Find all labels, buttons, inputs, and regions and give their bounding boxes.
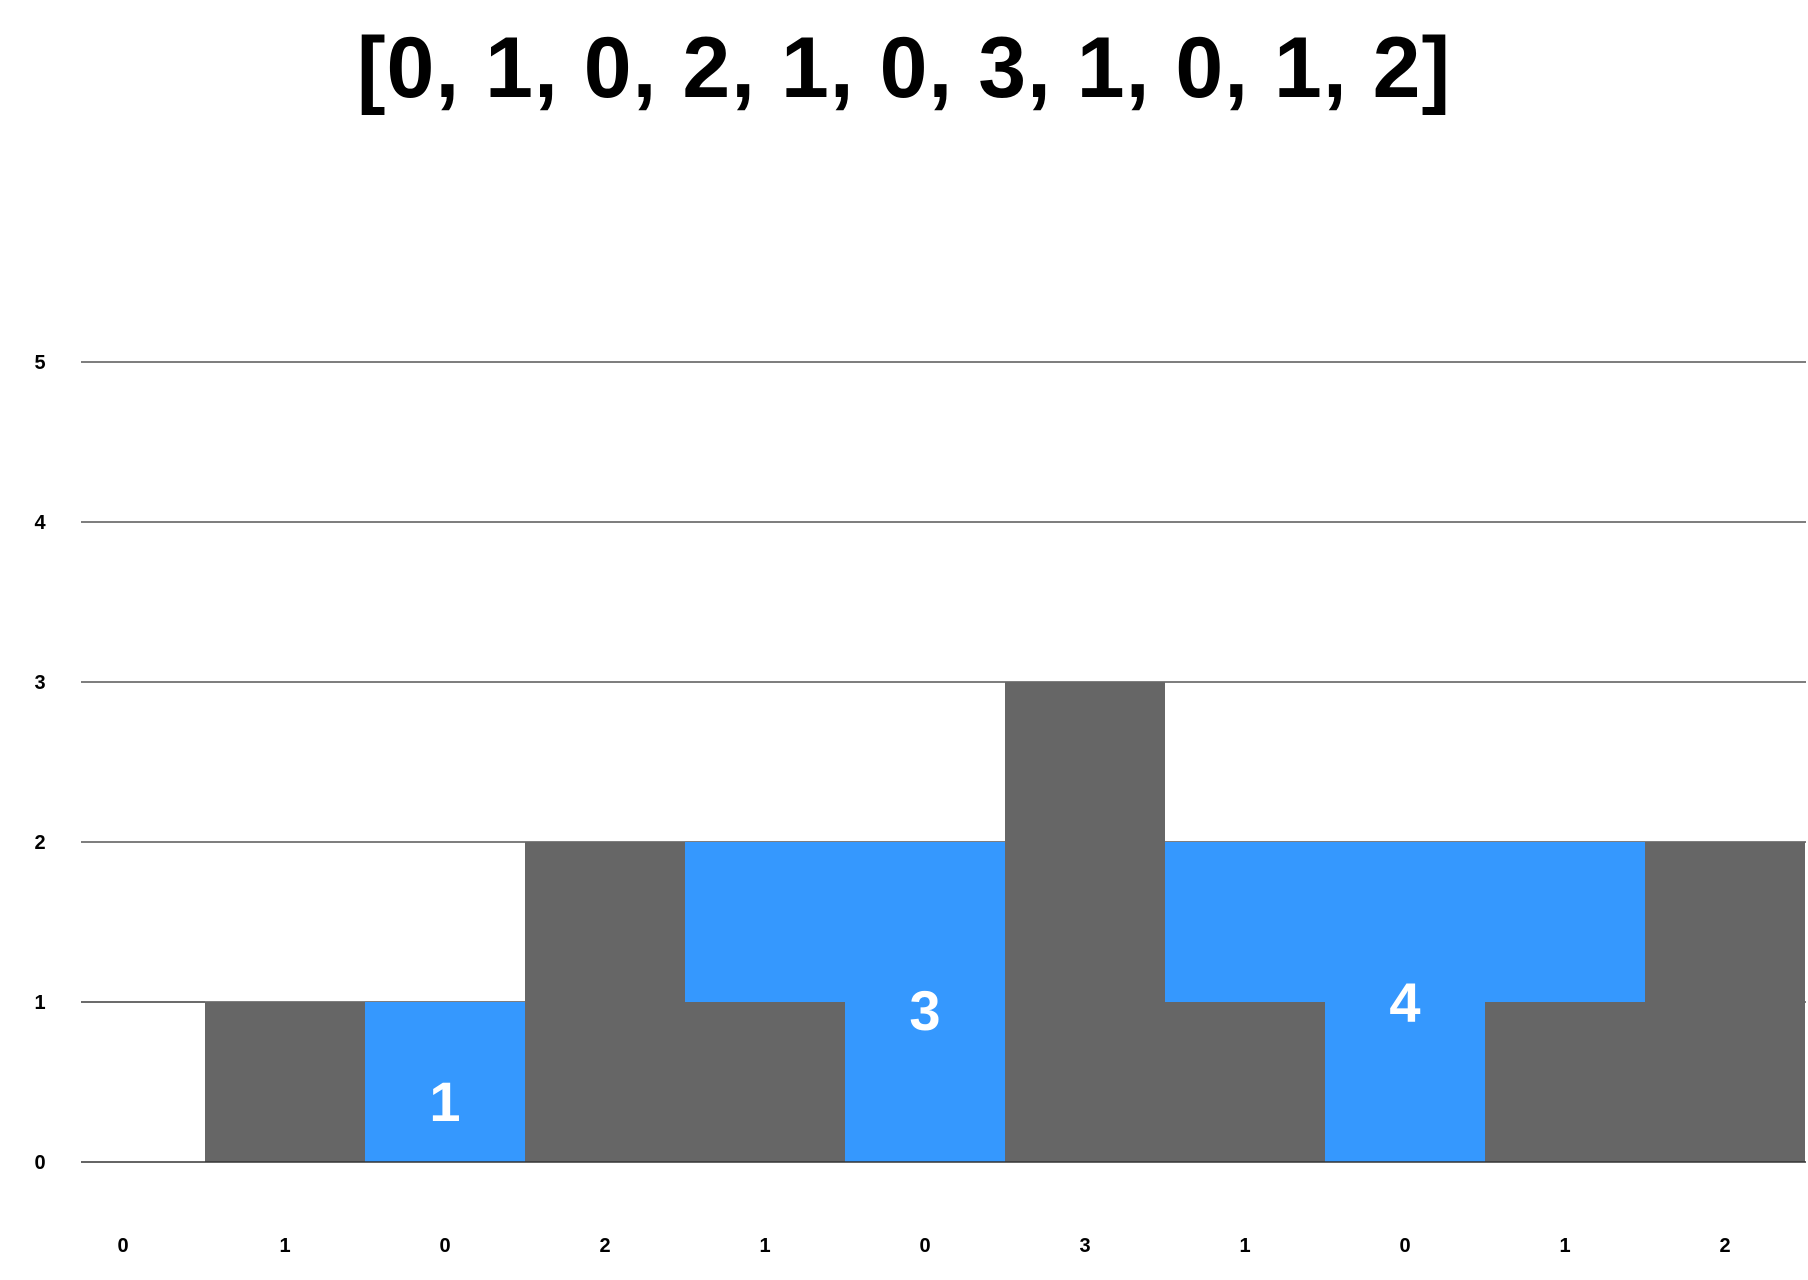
elevation-bar bbox=[1005, 682, 1165, 1162]
elevation-bar bbox=[1645, 842, 1805, 1162]
x-tick-label: 0 bbox=[439, 1235, 450, 1257]
elevation-bar bbox=[1485, 1002, 1645, 1162]
x-tick-label: 3 bbox=[1079, 1235, 1090, 1257]
x-tick-label: 0 bbox=[1399, 1235, 1410, 1257]
elevation-bar bbox=[205, 1002, 365, 1162]
y-tick-label: 5 bbox=[34, 352, 45, 374]
water-bar bbox=[685, 842, 845, 1002]
y-tick-label: 0 bbox=[34, 1152, 45, 1174]
elevation-bar bbox=[685, 1002, 845, 1162]
elevation-bar bbox=[525, 842, 685, 1162]
water-bar bbox=[845, 842, 1005, 1162]
x-tick-label: 2 bbox=[1719, 1235, 1730, 1257]
bars bbox=[205, 682, 1805, 1162]
y-tick-label: 3 bbox=[34, 672, 45, 694]
annotations: 1 3 4 bbox=[429, 971, 1420, 1133]
water-bar bbox=[365, 1002, 525, 1162]
water-bar bbox=[1165, 842, 1325, 1002]
x-tick-label: 1 bbox=[759, 1235, 770, 1257]
x-tick-label: 1 bbox=[1559, 1235, 1570, 1257]
elevation-bar bbox=[1165, 1002, 1325, 1162]
water-bar bbox=[1325, 842, 1485, 1162]
water-annotation: 3 bbox=[909, 979, 940, 1042]
x-tick-label: 1 bbox=[1239, 1235, 1250, 1257]
y-tick-label: 2 bbox=[34, 832, 45, 854]
x-tick-label: 0 bbox=[117, 1235, 128, 1257]
water-annotation: 4 bbox=[1389, 971, 1420, 1034]
x-tick-label: 1 bbox=[279, 1235, 290, 1257]
y-tick-label: 1 bbox=[34, 992, 45, 1014]
axes: 0 1 2 3 4 5 0 1 0 2 1 0 3 1 0 1 2 bbox=[34, 352, 1806, 1257]
y-tick-label: 4 bbox=[34, 512, 46, 534]
x-tick-label: 2 bbox=[599, 1235, 610, 1257]
x-tick-label: 0 bbox=[919, 1235, 930, 1257]
water-bar bbox=[1485, 842, 1645, 1002]
chart-title: [0, 1, 0, 2, 1, 0, 3, 1, 0, 1, 2] bbox=[356, 20, 1452, 116]
water-annotation: 1 bbox=[429, 1070, 460, 1133]
